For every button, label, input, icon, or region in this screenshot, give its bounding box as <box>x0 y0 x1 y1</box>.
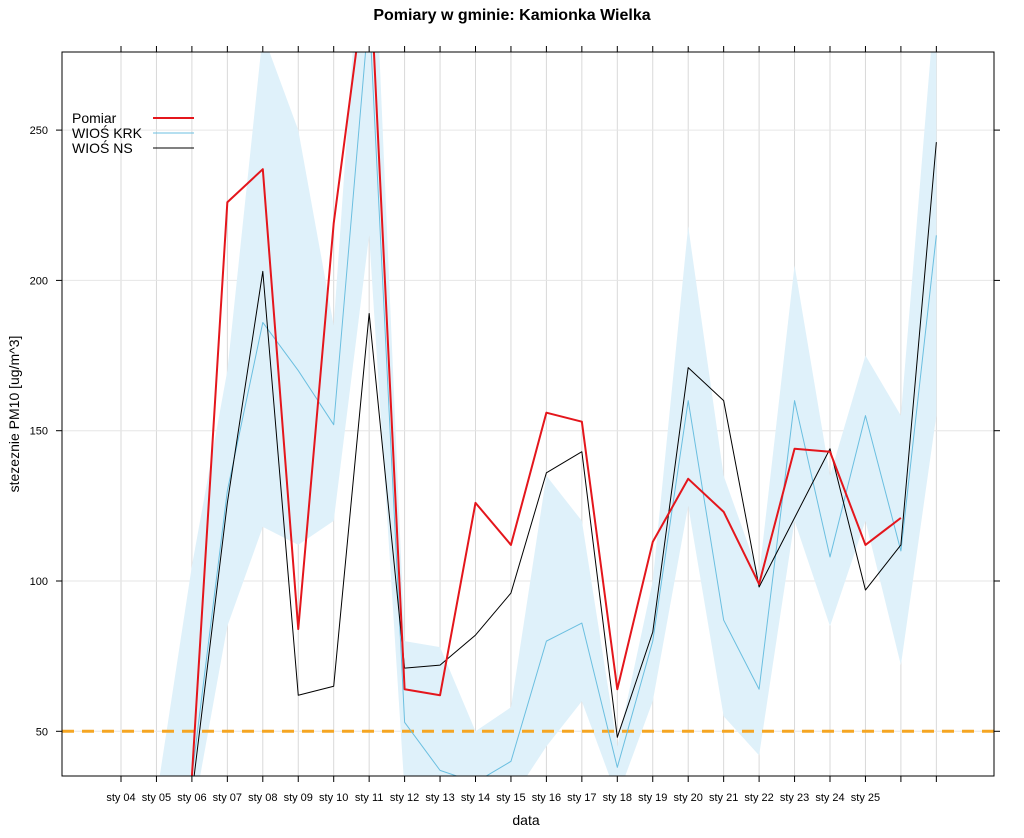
x-tick-label: sty 24 <box>815 792 844 804</box>
x-tick-label: sty 22 <box>744 792 773 804</box>
x-tick-label: sty 07 <box>213 792 242 804</box>
x-tick-label: sty 09 <box>284 792 313 804</box>
x-tick-label: sty 19 <box>638 792 667 804</box>
y-tick-label: 250 <box>30 125 48 137</box>
x-tick-label: sty 20 <box>674 792 703 804</box>
y-tick-label: 100 <box>30 576 48 588</box>
x-tick-label: sty 23 <box>780 792 809 804</box>
y-axis-label: stezeznie PM10 [ug/m^3] <box>6 336 22 493</box>
x-tick-label: sty 25 <box>851 792 880 804</box>
wios-krk-range-area <box>159 52 937 776</box>
x-tick-label: sty 11 <box>355 792 384 804</box>
x-tick-label: sty 12 <box>390 792 419 804</box>
series-line-pomiar <box>190 52 902 776</box>
x-tick-label: sty 04 <box>106 792 135 804</box>
x-tick-label: sty 05 <box>142 792 171 804</box>
x-tick-label: sty 21 <box>709 792 738 804</box>
y-tick-label: 150 <box>30 426 48 438</box>
x-tick-label: sty 13 <box>425 792 454 804</box>
chart-title: Pomiary w gminie: Kamionka Wielka <box>373 7 650 24</box>
legend-label: Pomiar <box>72 110 117 126</box>
x-tick-label: sty 17 <box>567 792 596 804</box>
x-axis-label: data <box>512 812 539 828</box>
y-tick-label: 200 <box>30 275 48 287</box>
x-tick-label: sty 10 <box>319 792 348 804</box>
y-tick-label: 50 <box>36 726 48 738</box>
plot-frame <box>61 51 995 777</box>
x-tick-label: sty 16 <box>532 792 561 804</box>
x-tick-label: sty 08 <box>248 792 277 804</box>
series-line-wios-ns <box>193 142 937 776</box>
x-tick-label: sty 15 <box>496 792 525 804</box>
series-lines <box>190 52 937 776</box>
x-tick-label: sty 14 <box>461 792 490 804</box>
series-line-wios-krk <box>191 52 937 776</box>
wios-krk-range-band <box>159 52 937 776</box>
x-tick-label: sty 06 <box>177 792 206 804</box>
legend-label: WIOŚ NS <box>72 139 133 156</box>
legend-label: WIOŚ KRK <box>72 124 143 141</box>
x-tick-label: sty 18 <box>603 792 632 804</box>
